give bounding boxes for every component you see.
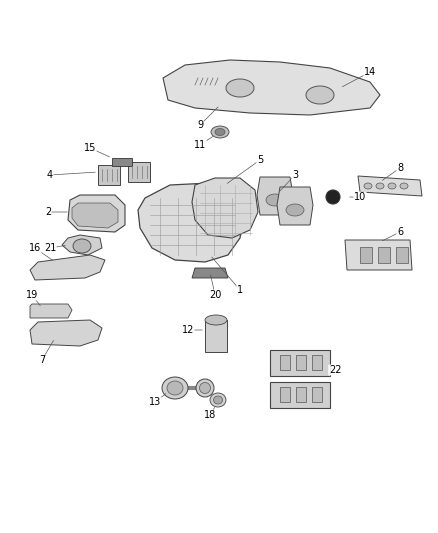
Polygon shape <box>163 60 380 115</box>
Text: 4: 4 <box>47 170 53 180</box>
Ellipse shape <box>215 128 225 135</box>
Polygon shape <box>257 177 293 215</box>
Ellipse shape <box>162 377 188 399</box>
Text: 18: 18 <box>204 410 216 420</box>
Text: 2: 2 <box>45 207 51 217</box>
Polygon shape <box>72 203 118 228</box>
Bar <box>205 320 227 352</box>
Polygon shape <box>62 235 102 255</box>
Ellipse shape <box>211 126 229 138</box>
Text: 6: 6 <box>397 227 403 237</box>
Bar <box>378 247 390 263</box>
Polygon shape <box>30 304 72 318</box>
Polygon shape <box>138 183 245 262</box>
Ellipse shape <box>213 396 223 404</box>
Ellipse shape <box>326 190 340 204</box>
Bar <box>360 247 372 263</box>
Bar <box>312 387 322 402</box>
Polygon shape <box>192 178 258 238</box>
Polygon shape <box>270 382 330 408</box>
Polygon shape <box>192 268 228 278</box>
Ellipse shape <box>286 204 304 216</box>
Polygon shape <box>270 350 330 376</box>
Bar <box>296 355 306 370</box>
Ellipse shape <box>306 86 334 104</box>
Text: 7: 7 <box>39 355 45 365</box>
Bar <box>280 355 290 370</box>
Polygon shape <box>358 176 422 196</box>
Text: 16: 16 <box>29 243 41 253</box>
Text: 8: 8 <box>397 163 403 173</box>
Ellipse shape <box>364 183 372 189</box>
Text: 22: 22 <box>329 365 341 375</box>
Text: 20: 20 <box>209 290 221 300</box>
Ellipse shape <box>400 183 408 189</box>
Text: 13: 13 <box>149 397 161 407</box>
Polygon shape <box>128 162 150 182</box>
Ellipse shape <box>210 393 226 407</box>
Text: 12: 12 <box>182 325 194 335</box>
Polygon shape <box>68 195 125 232</box>
Polygon shape <box>98 165 120 185</box>
Text: 5: 5 <box>257 155 263 165</box>
Text: 11: 11 <box>194 140 206 150</box>
Polygon shape <box>277 187 313 225</box>
Ellipse shape <box>376 183 384 189</box>
Text: 9: 9 <box>197 120 203 130</box>
Ellipse shape <box>196 379 214 397</box>
Polygon shape <box>112 158 132 166</box>
Ellipse shape <box>266 194 284 206</box>
Text: 15: 15 <box>84 143 96 153</box>
Ellipse shape <box>167 381 183 395</box>
Ellipse shape <box>388 183 396 189</box>
Polygon shape <box>345 240 412 270</box>
Text: 19: 19 <box>26 290 38 300</box>
Bar <box>396 247 408 263</box>
Ellipse shape <box>73 239 91 253</box>
Text: 14: 14 <box>364 67 376 77</box>
Ellipse shape <box>226 79 254 97</box>
Bar <box>280 387 290 402</box>
Polygon shape <box>30 320 102 346</box>
Polygon shape <box>30 255 105 280</box>
Ellipse shape <box>199 383 211 393</box>
Bar <box>296 387 306 402</box>
Text: 10: 10 <box>354 192 366 202</box>
Text: 3: 3 <box>292 170 298 180</box>
Bar <box>312 355 322 370</box>
Text: 1: 1 <box>237 285 243 295</box>
Text: 21: 21 <box>44 243 56 253</box>
Ellipse shape <box>205 315 227 325</box>
